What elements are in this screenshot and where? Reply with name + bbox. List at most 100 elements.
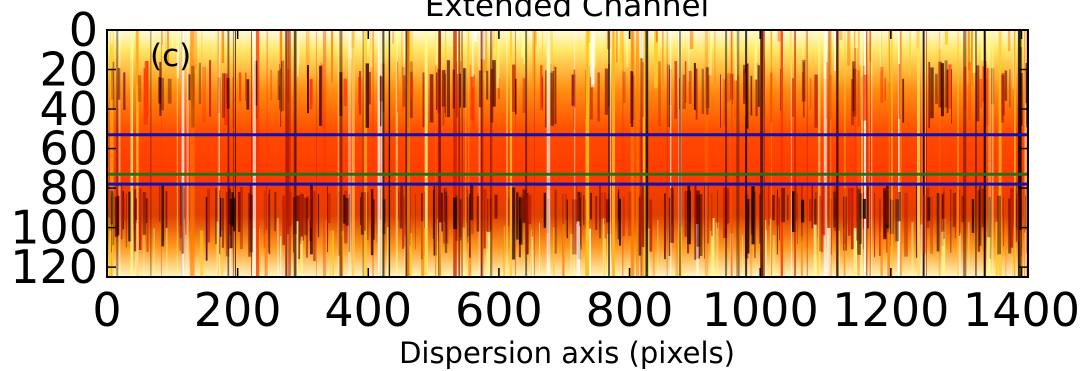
- heatmap-streak: [287, 234, 289, 277]
- heatmap-streak: [854, 30, 856, 277]
- heatmap-streak: [541, 77, 544, 108]
- heatmap-streak: [743, 64, 747, 105]
- heatmap-streak: [550, 64, 552, 114]
- heatmap-streak: [726, 73, 731, 102]
- heatmap-streak: [402, 67, 406, 107]
- heatmap-streak: [401, 30, 403, 85]
- heatmap-streak: [668, 197, 671, 256]
- heatmap-streak: [866, 186, 869, 229]
- heatmap-streak: [145, 198, 148, 224]
- heatmap-streak: [305, 30, 310, 79]
- heatmap-streak: [814, 74, 818, 128]
- heatmap-streak: [233, 197, 236, 232]
- heatmap-streak: [836, 30, 839, 277]
- heatmap-artifact: [917, 30, 920, 277]
- heatmap-streak: [445, 195, 449, 244]
- heatmap-streak: [545, 70, 547, 128]
- heatmap-streak: [755, 63, 758, 117]
- heatmap-streak: [844, 30, 846, 277]
- heatmap-streak: [1024, 30, 1025, 277]
- heatmap-streak: [259, 228, 261, 277]
- heatmap-streak: [997, 195, 1001, 255]
- heatmap-streak: [862, 198, 866, 219]
- heatmap-streak: [554, 189, 557, 254]
- heatmap-streak: [1008, 198, 1012, 254]
- heatmap-streak: [1016, 193, 1018, 231]
- heatmap-streak: [309, 198, 312, 242]
- heatmap-streak: [1025, 62, 1028, 104]
- heatmap-streak: [977, 190, 981, 252]
- heatmap-streak: [871, 30, 873, 277]
- heatmap-streak: [251, 30, 252, 277]
- heatmap-streak: [699, 194, 703, 256]
- heatmap-streak: [595, 196, 598, 230]
- heatmap-streak: [111, 30, 113, 45]
- heatmap-streak: [367, 30, 369, 56]
- heatmap-streak: [580, 192, 582, 250]
- heatmap-streak: [176, 30, 179, 48]
- heatmap-streak: [370, 189, 374, 256]
- heatmap-streak: [916, 184, 918, 258]
- heatmap-streak: [679, 78, 680, 110]
- heatmap-streak: [369, 30, 371, 54]
- heatmap-streak: [476, 196, 480, 232]
- y-tick-label: 20: [39, 43, 98, 97]
- heatmap-streak: [684, 191, 687, 237]
- y-tick-label: 80: [39, 161, 98, 215]
- heatmap-streak: [971, 199, 975, 233]
- chart-title: Extended Channel: [425, 0, 709, 24]
- heatmap-streak: [763, 30, 765, 277]
- heatmap-streak: [122, 197, 126, 222]
- heatmap-streak: [135, 219, 139, 277]
- heatmap-streak: [823, 30, 827, 277]
- heatmap-streak: [950, 189, 952, 253]
- heatmap-streak: [231, 192, 234, 227]
- heatmap-streak: [670, 188, 674, 243]
- heatmap-streak: [711, 236, 713, 277]
- heatmap-streak: [645, 30, 649, 277]
- heatmap-streak: [866, 30, 868, 277]
- heatmap-streak: [360, 197, 362, 225]
- heatmap-streak: [348, 30, 352, 59]
- heatmap-streak: [432, 190, 434, 239]
- heatmap-streak: [181, 30, 185, 277]
- heatmap-streak: [642, 62, 644, 117]
- x-tick-label: 0: [92, 283, 121, 337]
- heatmap-streak: [710, 231, 712, 277]
- heatmap-streak: [229, 235, 232, 277]
- heatmap-streak: [439, 222, 442, 277]
- heatmap-streak: [1025, 30, 1028, 277]
- heatmap-streak: [922, 195, 926, 254]
- heatmap-streak: [972, 30, 976, 73]
- heatmap-streak: [796, 193, 798, 244]
- heatmap-streak: [576, 185, 578, 224]
- heatmap-streak: [493, 63, 495, 108]
- heatmap-streak: [737, 75, 739, 115]
- heatmap-streak: [473, 30, 477, 42]
- heatmap-streak: [868, 30, 870, 277]
- heatmap-streak: [549, 30, 553, 73]
- x-tick-label: 200: [194, 283, 282, 337]
- heatmap-streak: [849, 30, 851, 49]
- heatmap-streak: [693, 62, 696, 110]
- heatmap-streak: [487, 232, 491, 277]
- heatmap-streak: [481, 30, 485, 60]
- heatmap-streak: [285, 30, 289, 277]
- heatmap-streak: [827, 227, 831, 277]
- heatmap-streak: [215, 188, 217, 244]
- heatmap-streak: [343, 78, 348, 106]
- heatmap-streak: [493, 30, 496, 48]
- heatmap-streak: [130, 30, 134, 277]
- heatmap-streak: [543, 192, 546, 228]
- heatmap-streak: [309, 196, 311, 221]
- heatmap-streak: [881, 30, 883, 70]
- heatmap-streak: [492, 60, 496, 107]
- heatmap-streak: [524, 197, 528, 221]
- x-tick-label: 800: [586, 283, 674, 337]
- heatmap-streak: [153, 228, 155, 277]
- heatmap-streak: [1024, 186, 1026, 233]
- heatmap-streak: [834, 197, 837, 219]
- heatmap-streak: [234, 30, 236, 277]
- heatmap-streak: [519, 197, 523, 245]
- heatmap-streak: [116, 195, 120, 236]
